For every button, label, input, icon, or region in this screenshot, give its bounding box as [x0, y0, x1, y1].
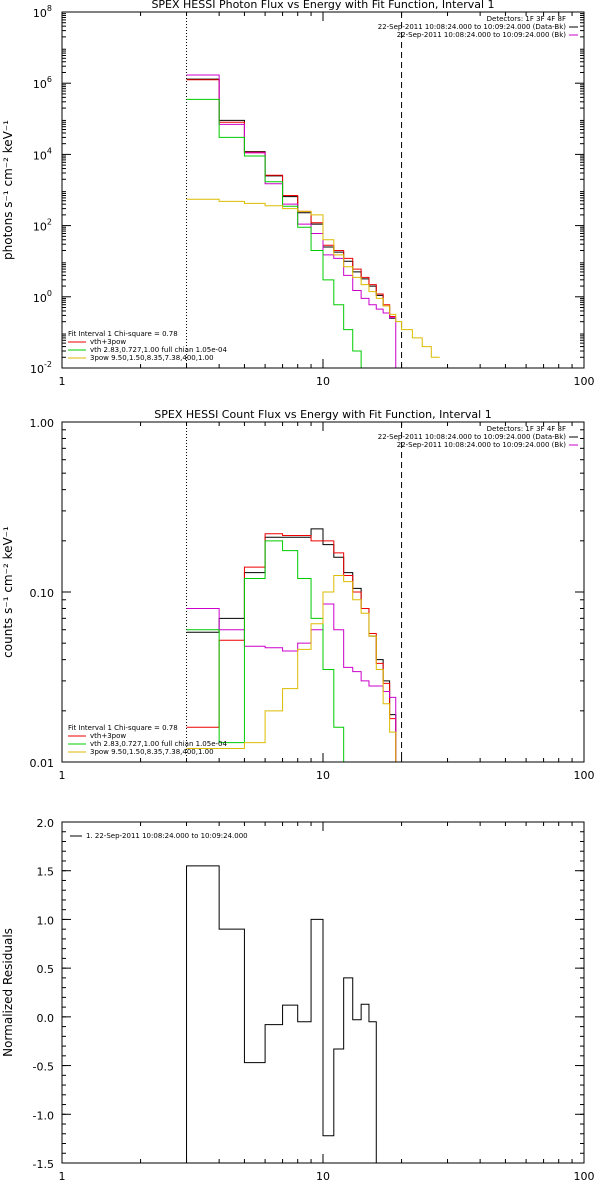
legend-topright-line: Detectors: 1F 3F 4F 8F [487, 425, 566, 433]
y-tick-label: 1.00 [30, 417, 55, 430]
y-tick-exponent: -2 [44, 360, 52, 369]
series-group [186, 74, 440, 368]
y-tick-label: 10-2 [30, 360, 52, 376]
plot-frame [61, 821, 585, 1164]
series-4-step-line [186, 540, 362, 762]
x-tick-label: 10 [316, 375, 330, 388]
y-tick-base: 10 [33, 221, 47, 234]
y-axis-label: Normalized Residuals [1, 928, 15, 1057]
y-tick-label: -1.0 [33, 1109, 54, 1122]
legend-bottomleft-line: 3pow 9.50,1.50,8.35,7.38,400,1.00 [90, 748, 214, 756]
series-4-step-line [186, 98, 369, 368]
series-1-step-line [186, 865, 377, 1163]
y-tick-base: 10 [33, 292, 47, 305]
y-tick-exponent: 6 [47, 75, 52, 84]
y-tick-label: 0.5 [37, 963, 55, 976]
legend-bottomleft-line: vth 2.83,0.727,1.00 full chian 1.05e-04 [90, 740, 228, 748]
y-tick-exponent: 0 [47, 289, 52, 298]
y-tick-base: 10 [33, 78, 47, 91]
y-tick-exponent: 2 [47, 218, 52, 227]
plot-frame [61, 421, 585, 763]
chart-panel-3: Normalized Residuals 1 10 100 -1.5 -1.0 -0.5 0.… [1, 817, 595, 1183]
chart-panel-2: SPEX HESSI Count Flux vs Energy with Fit… [1, 408, 595, 782]
x-tick-label: 10 [316, 769, 330, 782]
y-tick-label: 0.01 [30, 757, 55, 770]
legend-topright-line: 22-Sep-2011 10:08:24.000 to 10:09:24.000… [378, 433, 567, 441]
chart-title: SPEX HESSI Photon Flux vs Energy with Fi… [151, 0, 494, 11]
series-group [186, 528, 402, 762]
series-5-step-line [186, 198, 440, 358]
series-5-step-line [186, 575, 402, 762]
chart-panel-1: SPEX HESSI Photon Flux vs Energy with Fi… [1, 0, 595, 388]
legend-bottomleft-line: vth 2.83,0.727,1.00 full chian 1.05e-04 [90, 346, 228, 354]
legend-topleft-line: 1. 22-Sep-2011 10:08:24.000 to 10:09:24.… [86, 832, 248, 840]
y-tick-label: 0.0 [37, 1012, 55, 1025]
x-tick-label: 10 [316, 1170, 330, 1183]
chart-title: SPEX HESSI Count Flux vs Energy with Fit… [154, 408, 491, 421]
x-tick-label: 1 [59, 375, 66, 388]
y-tick-label: 2.0 [37, 817, 55, 830]
plot-frame [61, 11, 585, 369]
x-tick-label: 100 [574, 375, 595, 388]
x-tick-label: 100 [574, 1170, 595, 1183]
y-tick-exponent: 8 [47, 4, 52, 13]
legend-topright-line: 22-Sep-2011 10:08:24.000 to 10:09:24.000… [397, 441, 567, 449]
y-tick-label: -0.5 [33, 1061, 54, 1074]
legend-bottomleft-line: vth+3pow [90, 338, 126, 346]
x-tick-label: 1 [59, 1170, 66, 1183]
legend-bottomleft-line: Fit Interval 1 Chi-square = 0.78 [68, 724, 178, 732]
y-tick-label: 100 [33, 289, 52, 305]
series-group [186, 865, 377, 1163]
y-tick-base: 10 [33, 149, 47, 162]
legend-bottomleft-line: Fit Interval 1 Chi-square = 0.78 [68, 330, 178, 338]
y-tick-label: 106 [33, 75, 52, 91]
legend-topright-line: Detectors: 1F 3F 4F 8F [487, 15, 566, 23]
y-tick-label: 104 [33, 146, 52, 162]
legend-topright-line: 22-Sep-2011 10:08:24.000 to 10:09:24.000… [397, 31, 567, 39]
legend-topright-line: 22-Sep-2011 10:08:24.000 to 10:09:24.000… [378, 23, 567, 31]
legend-bottomleft-line: vth+3pow [90, 732, 126, 740]
y-axis-label: counts s⁻¹ cm⁻² keV⁻¹ [1, 526, 15, 658]
legend-bottomleft-line: 3pow 9.50,1.50,8.35,7.38,400,1.00 [90, 354, 214, 362]
y-tick-label: 0.10 [30, 587, 55, 600]
y-tick-label: 1.0 [37, 914, 55, 927]
y-tick-label: 1.5 [37, 866, 55, 879]
y-tick-base: 10 [30, 363, 44, 376]
x-tick-label: 1 [59, 769, 66, 782]
x-tick-label: 100 [574, 769, 595, 782]
y-tick-exponent: 4 [47, 146, 52, 155]
y-tick-label: 102 [33, 218, 52, 234]
y-tick-label: -1.5 [33, 1158, 54, 1171]
y-axis-label: photons s⁻¹ cm⁻² keV⁻¹ [1, 120, 15, 260]
y-tick-base: 10 [33, 7, 47, 20]
y-tick-label: 108 [33, 4, 52, 20]
